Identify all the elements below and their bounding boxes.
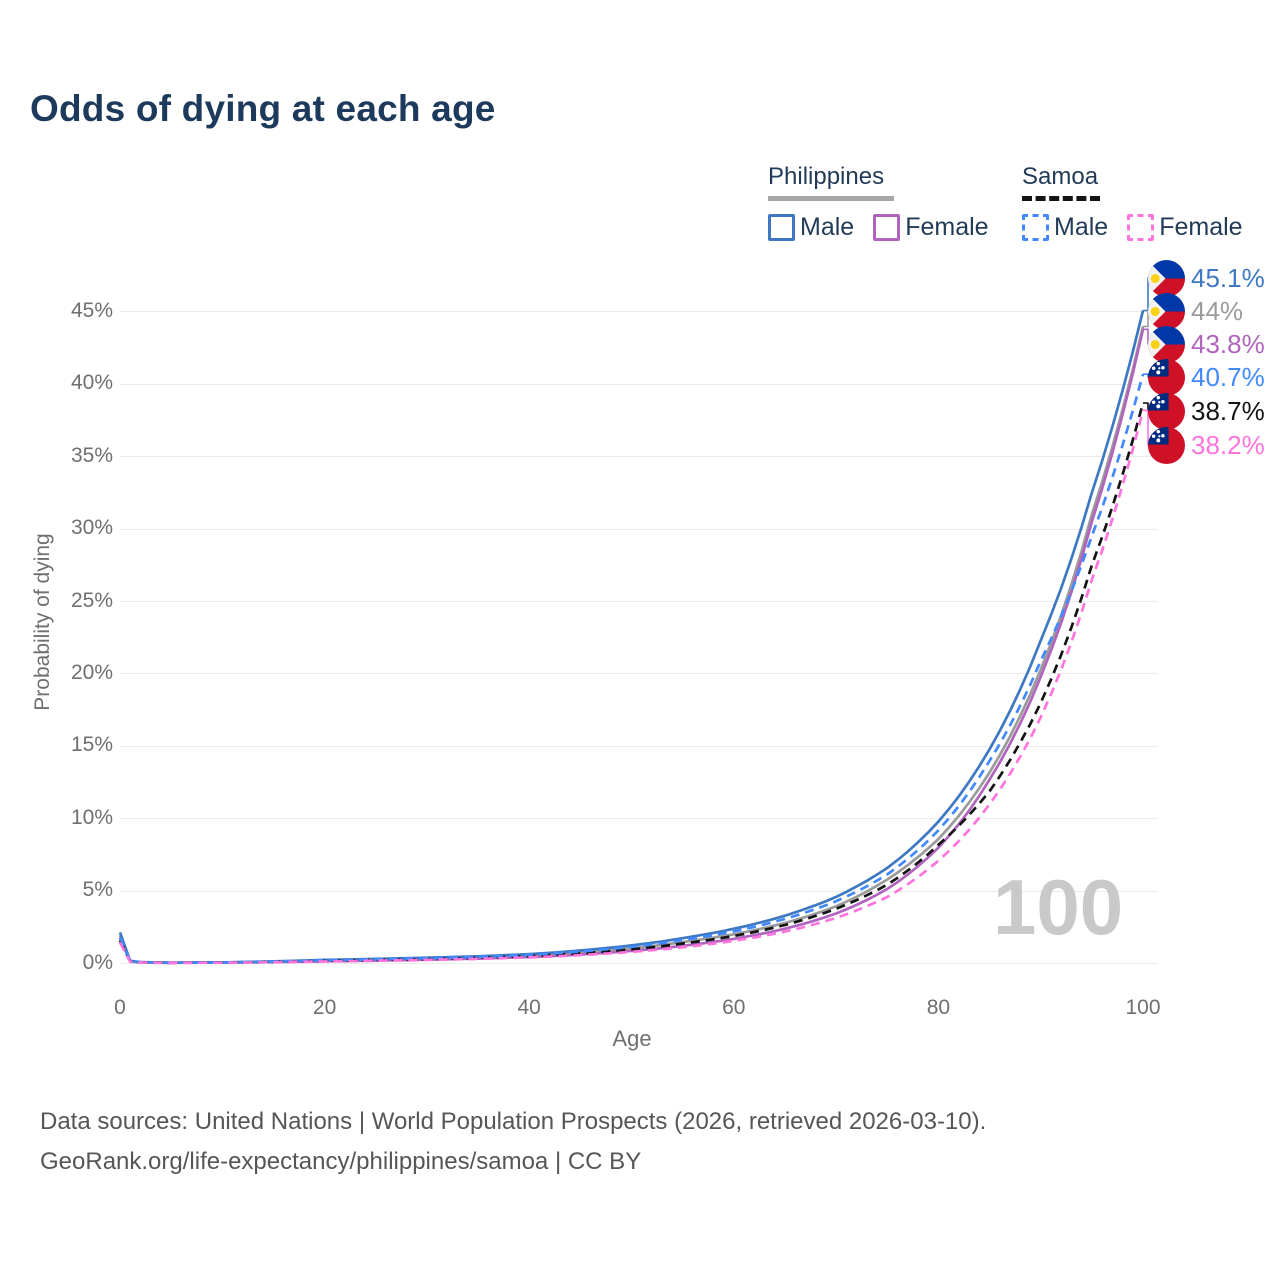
y-tick-label: 25% xyxy=(70,588,113,612)
y-tick-label: 20% xyxy=(70,660,113,684)
end-label-samoa-female: 38.2% xyxy=(1148,426,1265,464)
x-axis-title: Age xyxy=(612,1026,652,1051)
samoa-female-swatch-icon[interactable] xyxy=(1127,214,1155,241)
y-tick-label: 40% xyxy=(70,371,113,395)
y-tick-label: 45% xyxy=(70,298,113,322)
end-label-philippines-female: 43.8% xyxy=(1148,325,1265,363)
y-tick-label: 35% xyxy=(70,443,113,467)
series-line-samoa-female xyxy=(118,410,1145,965)
gridline xyxy=(120,601,1158,602)
end-label-samoa-both-sexes: 38.7% xyxy=(1148,392,1265,430)
series-line-samoa-both-sexes xyxy=(118,402,1145,965)
x-tick-label: 80 xyxy=(926,996,951,1019)
series-line-samoa-male xyxy=(118,373,1145,965)
end-label-value: 40.7% xyxy=(1191,361,1265,392)
legend-group-philippines: Philippines Male Female xyxy=(768,163,1008,242)
legend-row-philippines: Male Female xyxy=(768,213,1008,242)
philippines-flag-icon xyxy=(1148,259,1185,297)
legend-item-philippines-female[interactable]: Female xyxy=(873,213,989,242)
x-tick-label: 0 xyxy=(114,996,126,1019)
legend-group-samoa-label: Samoa xyxy=(1022,163,1099,190)
y-axis-title: Probability of dying xyxy=(31,533,54,711)
gridline xyxy=(120,818,1158,820)
legend-item-label[interactable]: Male xyxy=(1054,213,1109,241)
samoa-male-swatch-icon[interactable] xyxy=(1022,214,1049,241)
x-tick-label: 60 xyxy=(722,996,746,1019)
y-tick-label: 5% xyxy=(82,878,113,902)
gridline xyxy=(120,311,1158,313)
page-title: Odds of dying at each age xyxy=(30,88,496,129)
legend-item-philippines-male[interactable]: Male xyxy=(768,213,854,242)
legend-item-samoa-female[interactable]: Female xyxy=(1127,213,1243,242)
samoa-flag-icon xyxy=(1148,358,1185,396)
legend-group-samoa-header: Samoa xyxy=(1022,163,1262,201)
legend-row-samoa: Male Female xyxy=(1022,213,1262,242)
age-watermark: 100 xyxy=(993,863,1124,951)
series-line-philippines-female xyxy=(118,328,1145,965)
footer-attribution: GeoRank.org/life-expectancy/philippines/… xyxy=(40,1148,642,1175)
x-tick-label: 40 xyxy=(517,996,541,1019)
series-line-philippines-both-sexes xyxy=(118,326,1145,965)
philippines-flag-icon xyxy=(1148,292,1185,330)
gridline xyxy=(120,963,1158,964)
x-tick-label: 100 xyxy=(1125,996,1161,1019)
samoa-dashed-line-sample xyxy=(1022,196,1100,201)
legend-item-label[interactable]: Female xyxy=(905,213,989,241)
samoa-flag-icon xyxy=(1148,426,1185,464)
end-label-value: 43.8% xyxy=(1191,328,1265,359)
legend-group-philippines-label: Philippines xyxy=(768,163,885,190)
end-label-value: 38.7% xyxy=(1191,395,1265,426)
gridline xyxy=(120,383,1158,385)
legend-item-label[interactable]: Female xyxy=(1159,213,1243,241)
legend-group-samoa: Samoa Male Female xyxy=(1022,163,1262,242)
end-label-philippines-both-sexes: 44% xyxy=(1148,292,1244,330)
legend-item-samoa-male[interactable]: Male xyxy=(1022,213,1108,242)
gridline xyxy=(120,528,1158,530)
legend-group-philippines-header: Philippines xyxy=(768,163,1008,201)
philippines-flag-icon xyxy=(1148,325,1185,363)
philippines-male-swatch-icon[interactable] xyxy=(768,214,795,241)
y-tick-label: 30% xyxy=(70,516,113,540)
gridline xyxy=(120,456,1158,458)
legend-item-label[interactable]: Male xyxy=(800,213,855,241)
end-label-philippines-male: 45.1% xyxy=(1148,259,1265,297)
y-tick-label: 0% xyxy=(82,950,113,974)
series-line-philippines-male xyxy=(118,310,1145,964)
footer-data-sources: Data sources: United Nations | World Pop… xyxy=(40,1108,987,1135)
philippines-female-swatch-icon[interactable] xyxy=(873,214,901,241)
end-label-value: 38.2% xyxy=(1191,429,1265,460)
end-label-value: 45.1% xyxy=(1191,262,1265,293)
y-tick-label: 15% xyxy=(70,733,113,757)
x-tick-label: 20 xyxy=(312,996,337,1019)
end-label-value: 44% xyxy=(1191,295,1244,326)
samoa-flag-icon xyxy=(1148,392,1185,430)
y-tick-label: 10% xyxy=(70,805,113,829)
gridline xyxy=(120,745,1158,747)
philippines-solid-line-sample xyxy=(768,196,894,201)
gridline xyxy=(120,673,1158,675)
end-label-samoa-male: 40.7% xyxy=(1148,358,1265,396)
